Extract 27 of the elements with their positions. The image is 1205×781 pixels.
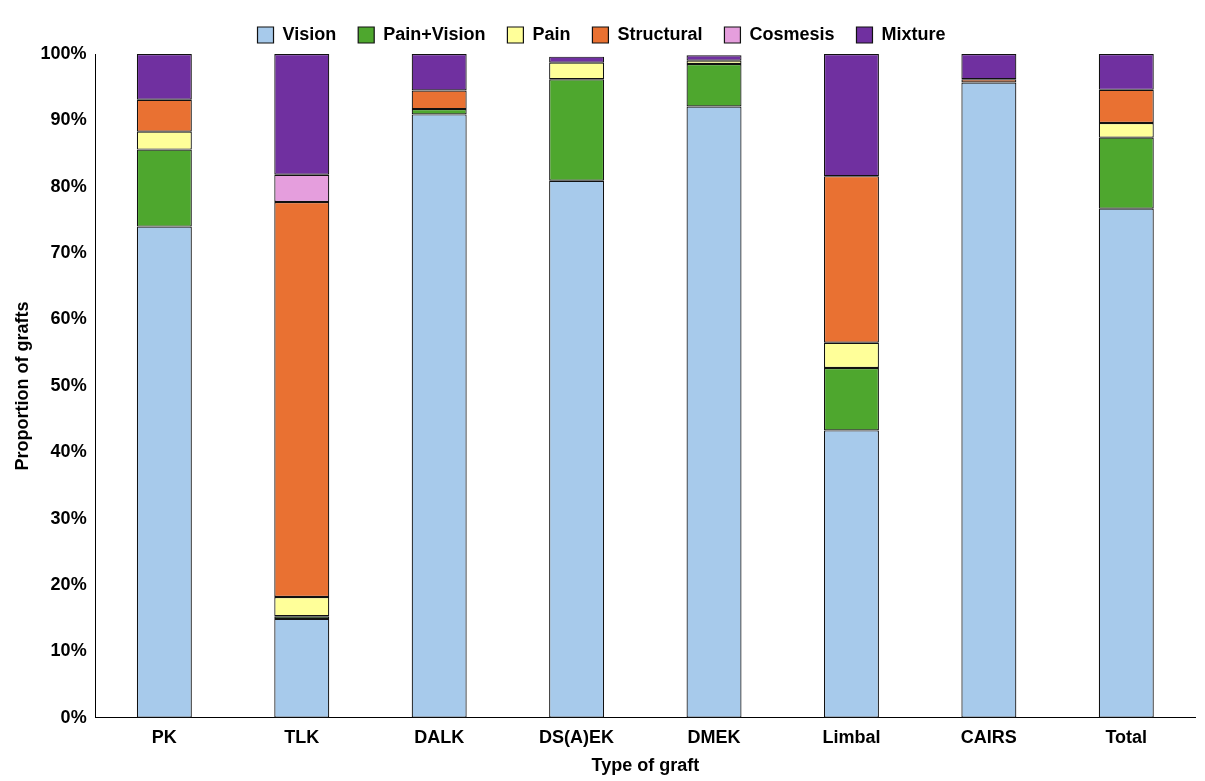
- x-tick-label: PK: [151, 726, 177, 747]
- x-axis-title: Type of graft: [591, 755, 700, 776]
- x-tick-label: DALK: [414, 726, 465, 747]
- y-tick-label: 10%: [50, 640, 87, 661]
- y-tick-label: 0%: [60, 706, 87, 727]
- legend-label: Vision: [282, 23, 337, 44]
- y-tick-label: 40%: [50, 441, 87, 462]
- x-tick-label: DMEK: [687, 726, 741, 747]
- y-tick-label: 50%: [50, 374, 87, 395]
- y-tick-label: 90%: [50, 109, 87, 130]
- x-tick-label: Limbal: [822, 726, 881, 747]
- y-tick-label: 100%: [40, 42, 87, 63]
- y-tick-label: 20%: [50, 574, 87, 595]
- x-tick-label: DS(A)EK: [539, 726, 615, 747]
- x-tick-label: CAIRS: [960, 726, 1017, 747]
- y-tick-label: 60%: [50, 308, 87, 329]
- y-tick-label: 70%: [50, 242, 87, 263]
- x-tick-label: Total: [1105, 726, 1148, 747]
- x-tick-label: TLK: [284, 726, 320, 747]
- y-tick-label: 30%: [50, 507, 87, 528]
- legend-label: Pain+Vision: [383, 23, 486, 44]
- legend-label: Cosmesis: [749, 23, 835, 44]
- y-tick-label: 80%: [50, 175, 87, 196]
- legend-label: Structural: [617, 23, 703, 44]
- y-axis-title: Proportion of grafts: [11, 301, 32, 471]
- legend-label: Pain: [532, 23, 571, 44]
- legend-label: Mixture: [881, 23, 946, 44]
